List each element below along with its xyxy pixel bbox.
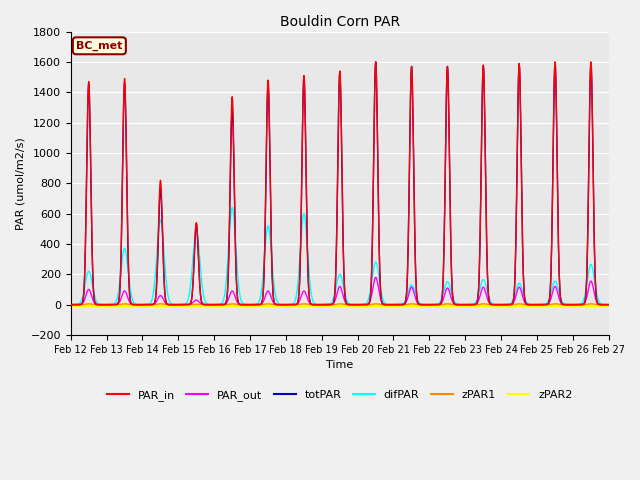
- PAR_out: [187, 301, 195, 307]
- PAR_out: [424, 302, 431, 308]
- totPAR: [187, 300, 195, 306]
- zPAR2: [605, 302, 612, 308]
- PAR_out: [605, 302, 612, 308]
- Line: zPAR1: zPAR1: [71, 304, 609, 305]
- Title: Bouldin Corn PAR: Bouldin Corn PAR: [280, 15, 400, 29]
- zPAR1: [605, 302, 612, 308]
- Line: PAR_out: PAR_out: [71, 277, 609, 305]
- zPAR2: [67, 302, 75, 308]
- difPAR: [424, 302, 431, 308]
- totPAR: [424, 302, 431, 308]
- zPAR1: [174, 302, 182, 308]
- totPAR: [175, 302, 182, 308]
- totPAR: [247, 302, 255, 308]
- Line: difPAR: difPAR: [71, 207, 609, 305]
- zPAR1: [175, 302, 182, 308]
- difPAR: [173, 302, 181, 308]
- totPAR: [67, 302, 75, 308]
- PAR_in: [494, 302, 502, 308]
- zPAR1: [248, 302, 255, 308]
- difPAR: [67, 302, 75, 308]
- PAR_out: [372, 275, 380, 280]
- zPAR2: [246, 302, 254, 308]
- totPAR: [173, 302, 181, 308]
- zPAR1: [188, 301, 195, 307]
- zPAR1: [424, 302, 431, 308]
- zPAR2: [186, 302, 194, 308]
- PAR_out: [541, 302, 549, 308]
- PAR_in: [605, 302, 612, 308]
- PAR_out: [175, 302, 182, 308]
- difPAR: [494, 302, 502, 308]
- PAR_in: [175, 302, 182, 308]
- totPAR: [494, 302, 502, 308]
- difPAR: [390, 302, 397, 308]
- PAR_in: [424, 302, 431, 308]
- difPAR: [541, 301, 549, 307]
- zPAR2: [541, 302, 548, 308]
- X-axis label: Time: Time: [326, 360, 353, 370]
- PAR_out: [494, 302, 502, 308]
- PAR_out: [173, 302, 181, 308]
- Text: BC_met: BC_met: [76, 41, 122, 51]
- difPAR: [605, 302, 612, 308]
- totPAR: [605, 302, 612, 308]
- PAR_out: [247, 302, 255, 308]
- Y-axis label: PAR (umol/m2/s): PAR (umol/m2/s): [15, 137, 25, 229]
- PAR_in: [187, 300, 195, 306]
- totPAR: [372, 59, 380, 65]
- PAR_in: [173, 302, 181, 308]
- totPAR: [541, 302, 549, 308]
- PAR_in: [67, 302, 75, 308]
- zPAR1: [85, 301, 93, 307]
- PAR_in: [541, 302, 549, 308]
- PAR_in: [247, 302, 255, 308]
- Line: totPAR: totPAR: [71, 62, 609, 305]
- PAR_out: [67, 302, 75, 308]
- zPAR1: [494, 302, 502, 308]
- PAR_in: [372, 59, 380, 65]
- difPAR: [247, 302, 255, 308]
- Legend: PAR_in, PAR_out, totPAR, difPAR, zPAR1, zPAR2: PAR_in, PAR_out, totPAR, difPAR, zPAR1, …: [102, 385, 577, 405]
- Line: PAR_in: PAR_in: [71, 62, 609, 305]
- zPAR2: [173, 302, 181, 308]
- zPAR2: [493, 302, 501, 308]
- zPAR2: [423, 302, 431, 308]
- difPAR: [186, 284, 194, 290]
- zPAR1: [67, 302, 75, 308]
- difPAR: [228, 204, 236, 210]
- zPAR1: [541, 302, 549, 308]
